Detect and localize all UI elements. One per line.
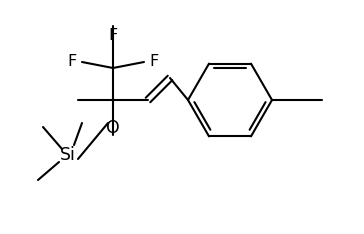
Text: O: O [106,119,120,137]
Text: F: F [108,29,118,44]
Text: F: F [149,55,159,69]
Text: Si: Si [60,146,76,164]
Text: F: F [67,55,77,69]
